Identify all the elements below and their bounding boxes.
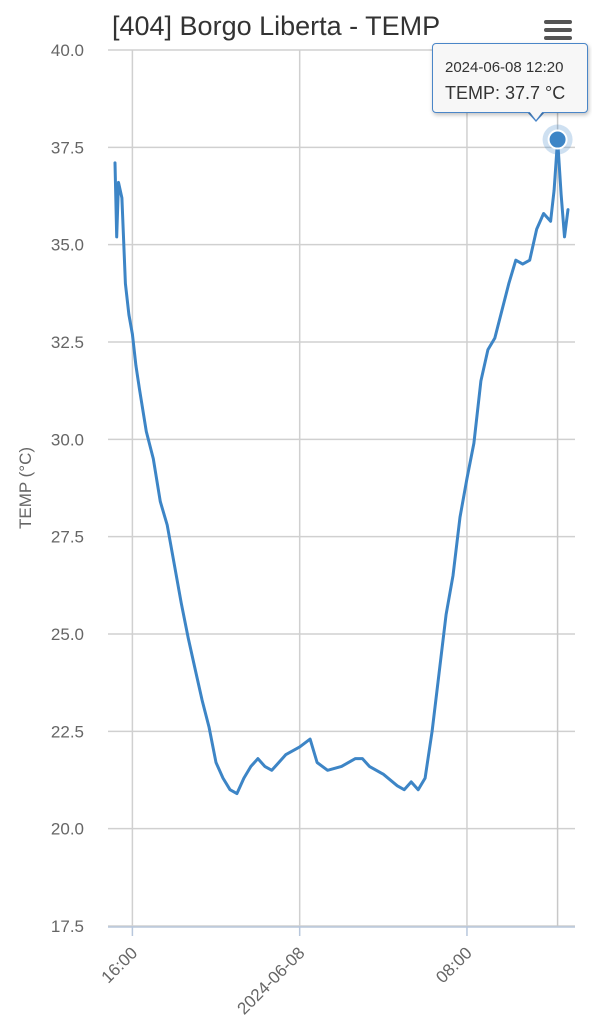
y-tick-label: 37.5 (51, 138, 84, 157)
y-tick-label: 22.5 (51, 722, 84, 741)
y-axis-label: TEMP (°C) (16, 447, 35, 529)
series-line[interactable] (113, 138, 570, 796)
series-layer[interactable] (113, 124, 573, 796)
hamburger-menu-icon-bar-mid (544, 28, 572, 32)
y-tick-label: 35.0 (51, 236, 84, 255)
chart-menu-button[interactable] (538, 16, 576, 46)
x-tick-label: 16:00 (98, 943, 142, 987)
y-tick-label: 27.5 (51, 528, 84, 547)
chart-title: [404] Borgo Liberta - TEMP (112, 11, 440, 41)
tooltip-arrow-inner (529, 111, 543, 120)
y-tick-label: 32.5 (51, 333, 84, 352)
hamburger-menu-icon-bar-bottom (544, 36, 572, 40)
x-tick-label: 08:00 (432, 943, 476, 987)
hamburger-menu-icon-bar-top (544, 20, 572, 24)
x-tick-label: 2024-06-08 (234, 943, 309, 1018)
y-tick-label: 30.0 (51, 430, 84, 449)
y-tick-label: 17.5 (51, 917, 84, 936)
tooltip-date: 2024-06-08 12:20 (445, 59, 564, 76)
y-tick-label: 25.0 (51, 625, 84, 644)
chart-grid (108, 49, 575, 936)
highlight-point-marker[interactable] (547, 129, 568, 150)
y-tick-label: 20.0 (51, 820, 84, 839)
x-axis-ticks: 16:00 2024-06-08 08:00 (98, 943, 476, 1018)
y-axis-ticks: 17.5 20.0 22.5 25.0 27.5 30.0 32.5 35.0 37.5 40.0 (51, 41, 84, 936)
tooltip-value: TEMP: 37.7 °C (445, 83, 566, 103)
data-point-tooltip: 2024-06-08 12:20 TEMP: 37.7 °C (432, 43, 588, 113)
y-tick-label: 40.0 (51, 41, 84, 60)
